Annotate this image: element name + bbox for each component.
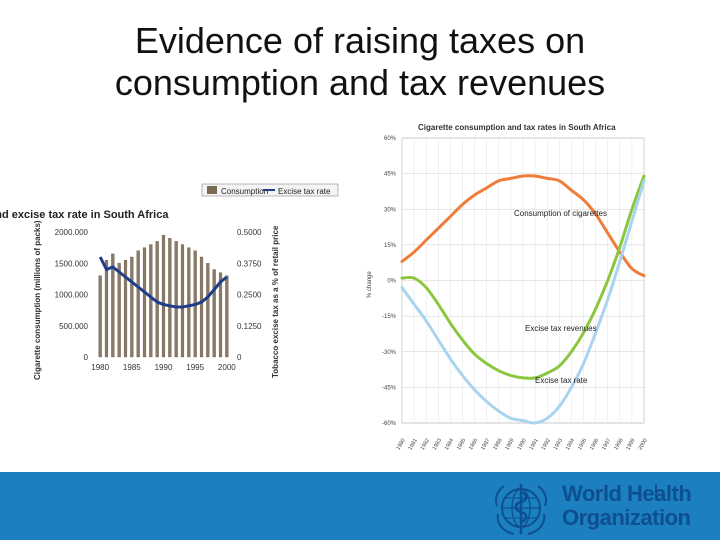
right-y-tick-label: 15% [384,243,397,249]
series-line-excise-tax-rate [98,256,228,309]
series-line-excise-revenues [400,174,646,380]
left-y2-tick-label: 0.1250 [237,322,262,331]
right-x-tick-label: 1980 [395,438,406,452]
consumption-tax-bar-chart: Consumption Excise tax rate Relationship… [0,180,350,385]
footer-bar [0,472,720,540]
left-y2-tick-label: 0 [237,353,242,362]
slide-title-line-2: consumption and tax revenues [114,62,606,103]
slide-title-line-1: Evidence of raising taxes on [134,20,586,61]
right-x-tick-label: 1988 [492,438,503,452]
bar-consumption [117,263,121,358]
right-x-tick-label: 1989 [504,438,515,452]
slide-title: Evidence of raising taxes on consumption… [40,20,680,104]
percent-change-line-chart: Cigarette consumption and tax rates in S… [360,118,660,463]
bar-consumption [155,241,159,358]
bar-consumption [218,272,223,358]
left-y2-tick-label: 0.3750 [237,259,262,268]
bar-consumption [187,247,191,358]
left-x-tick-label: 1980 [91,363,109,372]
bar-consumption [98,275,102,358]
right-x-tick-label: 1991 [529,438,540,452]
bar-consumption [142,247,147,358]
left-x-tick-label: 1985 [123,363,141,372]
right-y-tick-label: -45% [382,385,397,391]
right-y-axis-label: % change [367,271,373,298]
left-chart-title: Relationship between cigarette consumpti… [0,209,169,221]
right-x-tick-label: 1993 [553,438,564,452]
right-x-tick-label: 1994 [565,438,576,452]
right-x-tick-label: 1990 [516,438,527,452]
bar-consumption [180,244,185,358]
bar-consumption [199,256,204,358]
left-y2-tick-label: 0.5000 [237,228,262,237]
left-y2-axis-label: Tobacco excise tax as a % of retail pric… [271,225,280,378]
right-y-tick-label: 0% [387,279,396,285]
right-x-tick-label: 1986 [468,438,479,452]
series-line-consumption [400,174,646,278]
bar-consumption [149,244,153,358]
left-y-tick-label: 2000.000 [55,228,89,237]
bar-consumption [104,259,109,358]
left-x-tick-label: 2000 [218,363,236,372]
annotation-consumption: Consumption of cigarettes [514,209,607,218]
right-y-tick-label: 30% [384,207,397,213]
right-x-tick-label: 1982 [420,438,431,452]
bar-consumption [161,234,166,358]
right-x-tick-label: 1997 [601,438,612,452]
right-x-tick-label: 1999 [625,438,636,452]
bar-consumption [225,275,229,358]
left-y-tick-label: 1000.000 [55,291,89,300]
right-y-tick-label: 60% [384,136,397,142]
who-emblem-icon [494,484,548,535]
legend-consumption-swatch [207,186,217,194]
bar-consumption [174,241,178,358]
legend-tax-rate-label: Excise tax rate [278,187,331,196]
who-wordmark-line-2: Organization [562,505,691,530]
right-x-tick-label: 1998 [613,438,624,452]
bar-consumption [123,259,128,358]
bar-consumption [130,256,134,358]
left-y-tick-label: 1500.000 [55,259,89,268]
right-x-tick-label: 1992 [541,438,552,452]
right-x-tick-label: 1996 [589,438,600,452]
right-x-tick-label: 1981 [408,438,419,452]
bar-consumption [111,253,115,358]
bar-consumption [136,250,140,358]
right-x-tick-label: 1985 [456,438,467,452]
right-y-tick-label: -15% [382,314,397,320]
right-chart-title: Cigarette consumption and tax rates in S… [418,123,616,132]
series-line-excise-rate [400,179,646,425]
left-y-tick-label: 0 [84,353,89,362]
who-wordmark: World Health Organization [562,481,692,530]
left-x-tick-label: 1990 [155,363,173,372]
who-divider [655,484,657,500]
left-y2-tick-label: 0.2500 [237,291,262,300]
left-y-axis-label: Cigarette consumption (millions of packs… [33,220,42,380]
who-wordmark-line-1: World Health [562,481,692,506]
right-x-tick-label: 2000 [637,438,648,452]
left-y-tick-label: 500.000 [59,322,88,331]
right-x-tick-label: 1987 [480,438,491,452]
annotation-excise-rate: Excise tax rate [535,376,588,385]
right-y-tick-label: 45% [384,172,397,178]
right-x-tick-label: 1983 [432,438,443,452]
bar-consumption [168,238,172,358]
bar-consumption [206,263,210,358]
left-x-tick-label: 1995 [186,363,204,372]
right-x-tick-label: 1984 [444,438,455,452]
right-x-tick-label: 1995 [577,438,588,452]
annotation-excise-revenues: Excise tax revenues [525,324,597,333]
right-y-tick-label: -30% [382,350,397,356]
bar-consumption [212,269,216,358]
legend-consumption-label: Consumption [221,187,268,196]
right-y-tick-label: -60% [382,421,397,427]
